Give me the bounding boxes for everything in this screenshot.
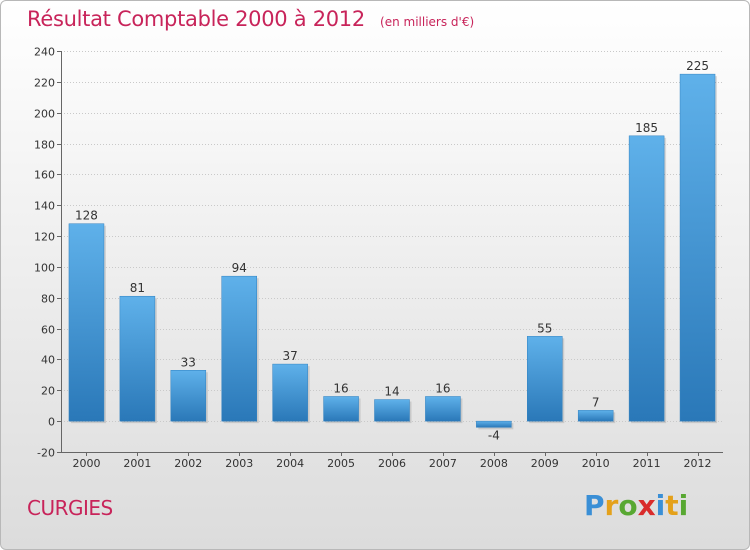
- bar: [527, 336, 563, 422]
- commune-name: CURGIES: [27, 496, 113, 520]
- x-tick-label: 2009: [531, 457, 559, 470]
- bar: [119, 295, 156, 422]
- bars: [68, 73, 718, 430]
- x-tick-label: 2012: [684, 457, 712, 470]
- chart-title-block: Résultat Comptable 2000 à 2012 (en milli…: [27, 7, 474, 31]
- logo-letter: r: [604, 489, 619, 522]
- grid-lines: [61, 51, 723, 453]
- y-tick-label: -20: [37, 447, 55, 460]
- y-tick-label: 200: [34, 108, 55, 121]
- y-tick-label: 80: [41, 293, 55, 306]
- axes: [57, 51, 723, 456]
- y-tick-label: 240: [34, 46, 55, 59]
- x-tick-label: 2003: [225, 457, 253, 470]
- bar: [170, 370, 207, 422]
- data-label: 81: [130, 281, 145, 295]
- bar: [577, 410, 614, 422]
- x-tick-label: 2004: [276, 457, 304, 470]
- x-tick-label: 2010: [582, 457, 610, 470]
- x-tick-label: 2007: [429, 457, 457, 470]
- logo-letter: i: [678, 489, 689, 522]
- bar: [628, 135, 665, 422]
- x-tick-label: 2000: [72, 457, 100, 470]
- y-tick-label: 160: [34, 169, 55, 182]
- data-label: 94: [232, 261, 247, 275]
- data-label: 16: [435, 381, 450, 395]
- data-label: 55: [537, 321, 552, 335]
- data-label: 185: [635, 121, 658, 135]
- y-tick-label: 180: [34, 139, 55, 152]
- bar: [68, 223, 105, 422]
- data-label: 33: [181, 355, 196, 369]
- y-tick-label: 40: [41, 354, 55, 367]
- chart-title: Résultat Comptable 2000 à 2012: [27, 7, 365, 31]
- logo-letter: x: [637, 489, 656, 522]
- data-label: 37: [283, 349, 298, 363]
- y-tick-label: 100: [34, 262, 55, 275]
- logo-letter: P: [584, 489, 605, 522]
- bar: [323, 396, 359, 422]
- bar: [221, 275, 257, 422]
- data-label: 14: [384, 385, 399, 399]
- logo-letter: o: [618, 489, 638, 522]
- x-tick-label: 2006: [378, 457, 406, 470]
- y-tick-label: 140: [34, 200, 55, 213]
- y-tick-label: 220: [34, 77, 55, 90]
- logo-letter: t: [665, 489, 679, 522]
- x-tick-label: 2001: [123, 457, 151, 470]
- x-tick-label: 2002: [174, 457, 202, 470]
- data-label: 7: [592, 395, 600, 409]
- x-tick-label: 2005: [327, 457, 355, 470]
- x-tick-label: 2008: [480, 457, 508, 470]
- chart-unit: (en milliers d'€): [380, 15, 475, 29]
- y-tick-label: 0: [48, 416, 55, 429]
- x-tick-label: 2011: [633, 457, 661, 470]
- data-label: -4: [488, 428, 500, 442]
- bar: [425, 396, 461, 422]
- logo-letter: i: [655, 489, 666, 522]
- bar: [272, 363, 308, 422]
- labels: -20 0 20 40 60 80 100 120 140 160 180 200 220 240 2000…: [34, 46, 712, 471]
- data-label: 16: [333, 381, 348, 395]
- data-label: 225: [686, 59, 709, 73]
- y-tick-label: 60: [41, 324, 55, 337]
- bar: [679, 73, 716, 422]
- y-tick-label: 120: [34, 231, 55, 244]
- bar: [476, 420, 512, 428]
- data-label: 128: [75, 209, 98, 223]
- proxiti-logo: Proxiti: [584, 489, 688, 522]
- y-tick-label: 20: [41, 385, 55, 398]
- bar: [374, 399, 410, 422]
